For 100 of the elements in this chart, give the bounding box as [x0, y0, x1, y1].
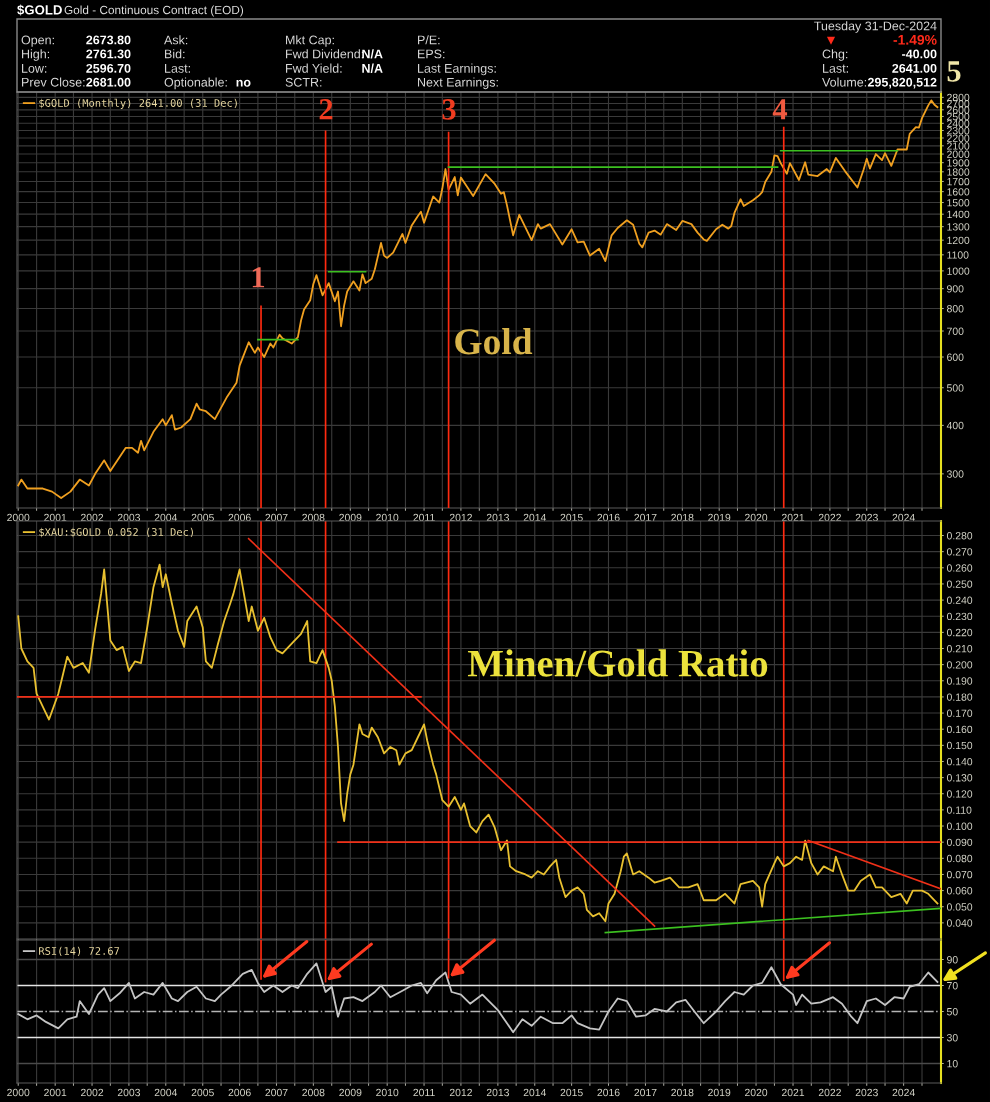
- y-tick-label: 2000: [947, 150, 970, 158]
- x-tick-label: 2016: [597, 1088, 620, 1097]
- y-tick-label: 900: [947, 285, 964, 293]
- legend-label: RSI(14) 72.67: [39, 946, 120, 957]
- annotation: Minen/Gold Ratio: [467, 649, 768, 677]
- x-tick-label: 2001: [44, 1088, 67, 1097]
- text: Next Earnings:: [418, 77, 498, 90]
- x-tick-label: 2010: [376, 513, 399, 522]
- y-tick-label: 0.200: [946, 661, 973, 669]
- y-tick-label: 300: [946, 470, 964, 478]
- x-tick-label: 2016: [597, 513, 620, 522]
- y-tick-label: 700: [947, 327, 964, 335]
- text: Fwd Dividend:: [286, 49, 364, 59]
- text: Last:: [165, 64, 190, 73]
- y-tick-label: 2100: [947, 142, 970, 150]
- y-tick-label: 1200: [947, 236, 970, 245]
- text: Prev Close:: [22, 77, 85, 87]
- y-tick-label: 0.170: [946, 709, 973, 717]
- text: 2681.00: [86, 77, 131, 87]
- y-tick-label: 0.100: [946, 822, 973, 830]
- x-tick-label: 2018: [671, 1088, 694, 1097]
- y-tick-label: 500: [946, 384, 964, 392]
- y-tick-label: 0.250: [946, 580, 973, 588]
- y-tick-label: 1700: [947, 177, 970, 186]
- x-tick-label: 2006: [228, 1088, 251, 1097]
- x-tick-label: 2017: [634, 1088, 657, 1097]
- x-tick-label: 2013: [486, 513, 510, 522]
- y-tick-label: 0.120: [946, 790, 973, 798]
- y-tick-label: 2700: [947, 99, 970, 108]
- y-tick-label: 2800: [947, 93, 970, 102]
- x-tick-label: 2002: [80, 1088, 104, 1097]
- x-tick-label: 2024: [892, 513, 915, 522]
- x-tick-label: 2003: [117, 513, 141, 522]
- y-tick-label: 800: [947, 305, 964, 313]
- annotation: 2: [319, 99, 333, 120]
- text: Volume:: [822, 77, 867, 87]
- y-tick-label: 2400: [947, 119, 970, 128]
- y-tick-label: 0.090: [946, 838, 973, 847]
- x-tick-label: 2020: [745, 513, 768, 522]
- y-tick-label: 400: [946, 421, 964, 430]
- x-tick-label: 2021: [781, 1088, 805, 1097]
- x-tick-label: 2023: [855, 1088, 878, 1097]
- x-tick-label: 2002: [80, 513, 104, 522]
- x-tick-label: 2024: [892, 1088, 915, 1097]
- y-tick-label: 1400: [947, 210, 970, 219]
- text: 5: [947, 61, 961, 82]
- text: Bid:: [165, 49, 185, 59]
- y-tick-label: 10: [947, 1060, 958, 1068]
- x-tick-label: 2008: [302, 1088, 325, 1097]
- text: Last Earnings:: [418, 63, 496, 76]
- x-tick-label: 2011: [413, 1088, 435, 1097]
- text: Open:: [21, 35, 54, 47]
- y-tick-label: 0.150: [946, 741, 973, 750]
- y-tick-label: 1800: [947, 168, 970, 176]
- text: Fwd Yield:: [286, 63, 342, 73]
- x-tick-label: 2022: [818, 1088, 841, 1097]
- x-tick-label: 2004: [154, 1088, 178, 1097]
- y-tick-label: 1300: [947, 223, 970, 231]
- chart-subtitle: Gold - Continuous Contract (EOD): [64, 5, 244, 17]
- y-tick-label: 0.080: [946, 854, 973, 863]
- y-tick-label: 0.050: [946, 903, 973, 911]
- y-tick-label: 0.130: [946, 774, 973, 782]
- x-tick-label: 2022: [818, 513, 841, 522]
- text: SCTR:: [285, 77, 322, 87]
- chart-title: $GOLD: [17, 4, 62, 16]
- text: 2761.30: [86, 49, 131, 59]
- x-tick-label: 2014: [523, 513, 547, 522]
- annotation: 3: [442, 99, 456, 120]
- y-tick-label: 2200: [947, 134, 970, 142]
- y-tick-label: 0.180: [946, 693, 973, 701]
- y-tick-label: 1600: [947, 188, 970, 196]
- x-tick-label: 2004: [154, 513, 178, 522]
- y-tick-label: 70: [947, 982, 958, 990]
- text: N/A: [362, 63, 383, 73]
- y-tick-label: 0.240: [946, 596, 973, 604]
- y-tick-label: 50: [946, 1008, 958, 1016]
- x-tick-label: 2017: [634, 513, 657, 522]
- x-tick-label: 2019: [708, 1088, 731, 1097]
- text: Mkt Cap:: [286, 35, 334, 47]
- text: P/E:: [418, 35, 440, 45]
- y-tick-label: 0.270: [946, 548, 973, 556]
- x-tick-label: 2014: [523, 1088, 547, 1097]
- text: Optionable:: [164, 77, 227, 90]
- text: EPS:: [418, 49, 445, 59]
- y-tick-label: 2300: [947, 126, 970, 135]
- y-tick-label: 1500: [947, 199, 970, 207]
- legend-label: $XAU:$GOLD 0.052 (31 Dec): [39, 527, 193, 538]
- text: 2673.80: [86, 35, 131, 45]
- text: 2641.00: [892, 63, 937, 73]
- y-tick-label: 600: [947, 353, 964, 361]
- y-tick-label: 0.160: [946, 725, 973, 734]
- x-tick-label: 2007: [265, 513, 288, 522]
- y-tick-label: 2500: [947, 112, 970, 121]
- x-tick-label: 2015: [560, 513, 583, 522]
- x-tick-label: 2012: [449, 1088, 472, 1097]
- legend-label: $GOLD (Monthly) 2641.00 (31 Dec): [39, 98, 237, 109]
- text: Last:: [823, 64, 848, 73]
- x-tick-label: 2001: [44, 513, 67, 522]
- text: -1.49%: [893, 34, 937, 45]
- y-tick-label: 1000: [947, 267, 970, 275]
